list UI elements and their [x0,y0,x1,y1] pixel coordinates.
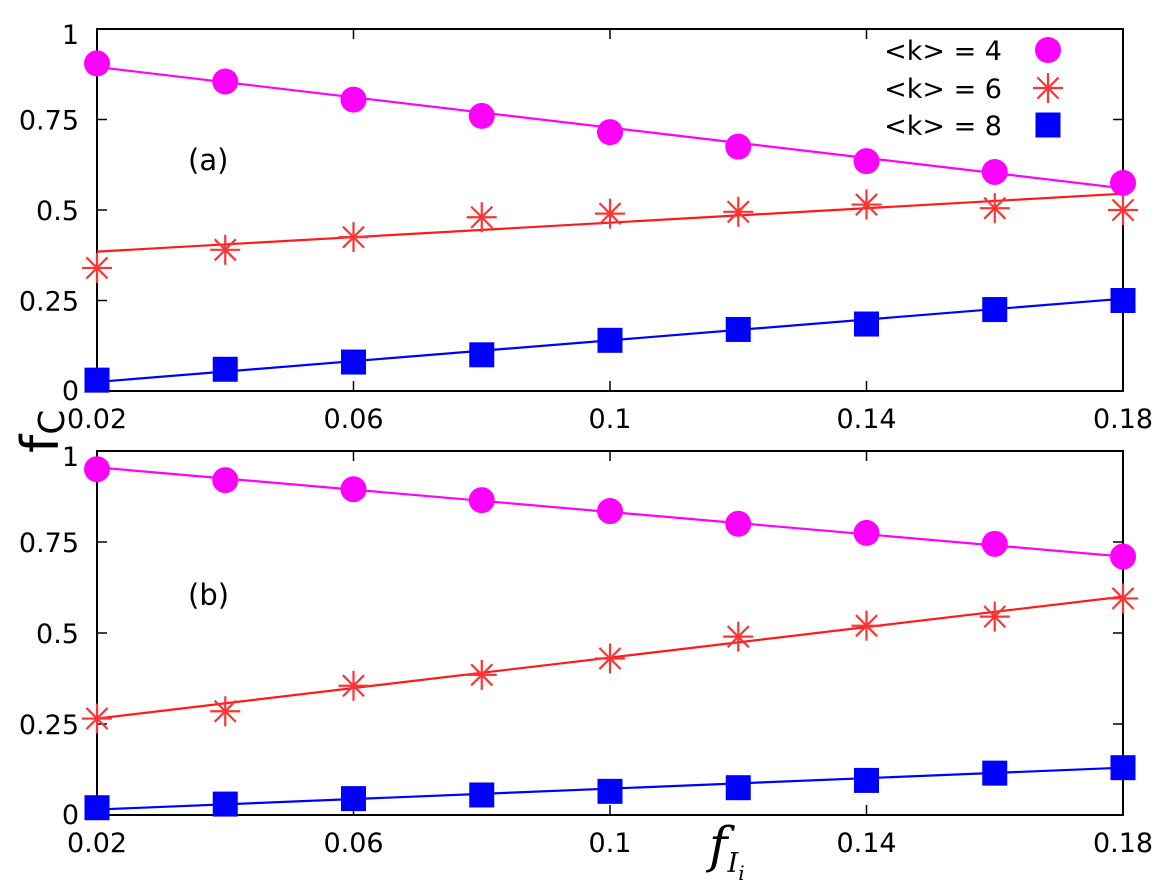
legend-label-k6: <k> = 6 [884,74,1002,105]
data-point-asterisk [723,196,754,227]
data-point-square [982,760,1008,786]
data-point-square [469,782,495,808]
data-point-square [597,327,623,353]
panel-a-ticks: 0 0.25 0.5 0.75 1 0.02 0.06 0.1 0.14 0.18 [19,20,1153,435]
data-point-circle [597,119,623,146]
panel-b-ticks: 0 0.25 0.5 0.75 1 0.02 0.06 0.1 0.14 0.18 [19,442,1153,859]
data-point-circle [981,530,1008,557]
data-point-asterisk [210,696,241,727]
data-point-circle [1110,169,1136,196]
data-point-circle [468,102,495,129]
data-point-asterisk [210,234,241,265]
y-tick-label: 0.5 [36,619,79,650]
data-point-square [341,786,366,812]
y-axis-label-sub: C [32,410,73,435]
legend-label-k4: <k> = 4 [884,36,1002,67]
x-axis-label-sub: I [727,848,740,879]
data-point-square [84,367,110,393]
legend-label-k8: <k> = 8 [884,111,1002,142]
legend: <k> = 4 <k> = 6 <k> = 8 [884,36,1063,142]
data-point-circle [725,510,752,537]
y-tick-label: 1 [62,442,79,473]
data-point-asterisk [851,610,882,641]
data-point-circle [84,50,110,77]
data-point-asterisk [851,189,882,220]
legend-marker-asterisk [1033,73,1063,103]
svg-text:fIi: fIi [705,816,745,885]
data-point-square [854,767,879,793]
data-point-square [854,311,879,337]
data-point-circle [853,519,880,546]
y-tick-label: 0.25 [19,287,79,318]
y-tick-label: 0.5 [36,196,79,227]
data-point-asterisk [979,193,1010,224]
panel-b-markers [82,456,1138,821]
data-point-asterisk [1108,583,1138,614]
legend-markers [1033,37,1063,138]
data-point-circle [340,476,367,503]
x-tick-label: 0.18 [1093,828,1153,859]
data-point-asterisk [338,670,369,701]
x-tick-label: 0.1 [589,404,632,435]
data-point-circle [1110,543,1136,570]
legend-marker-square [1035,112,1061,138]
x-tick-label: 0.02 [67,404,127,435]
panel-a: 0 0.25 0.5 0.75 1 0.02 0.06 0.1 0.14 0.18 (a) <k>… [19,20,1153,435]
data-point-circle [981,158,1008,185]
data-point-circle [725,133,752,160]
data-point-asterisk [82,252,112,283]
data-point-square [469,342,495,368]
svg-text:fC: fC [11,410,73,453]
y-axis-label-main: f [11,433,71,453]
data-point-square [341,349,366,375]
data-point-square [212,356,238,382]
panel-b-label: (b) [188,578,229,612]
x-tick-label: 0.18 [1093,404,1153,435]
data-point-asterisk [723,621,754,652]
data-point-circle [340,86,367,113]
data-point-asterisk [595,643,625,674]
panel-b: 0 0.25 0.5 0.75 1 0.02 0.06 0.1 0.14 0.18 (b) [19,442,1153,859]
data-point-asterisk [466,202,497,233]
panel-a-markers [82,50,1138,393]
y-tick-label: 0 [62,800,79,831]
data-point-asterisk [595,198,625,229]
data-point-square [725,316,751,342]
data-point-circle [84,456,110,483]
data-point-square [84,795,110,821]
data-point-square [982,297,1008,323]
x-tick-label: 0.02 [67,828,127,859]
data-point-square [725,775,751,801]
data-point-circle [853,148,880,175]
data-point-asterisk [82,703,112,734]
data-point-asterisk [466,659,497,690]
data-point-square [1110,288,1136,313]
data-point-circle [597,498,623,525]
x-tick-label: 0.06 [323,404,383,435]
y-tick-label: 0.75 [19,106,79,137]
x-tick-label: 0.14 [836,828,896,859]
x-tick-label: 0.14 [836,404,896,435]
legend-marker-circle [1035,37,1061,63]
y-tick-label: 0.25 [19,710,79,741]
data-point-asterisk [979,601,1010,632]
data-point-asterisk [338,222,369,253]
data-point-circle [468,487,495,514]
x-axis-label: fIi [705,816,745,885]
x-tick-label: 0.1 [589,828,632,859]
data-point-circle [212,467,239,494]
data-point-square [1110,755,1136,781]
data-point-square [597,778,623,804]
data-point-square [212,791,238,817]
data-point-circle [212,68,239,95]
y-axis-label: fC [11,410,73,453]
x-axis-label-subsub: i [738,861,744,885]
panel-a-label: (a) [188,143,228,177]
y-tick-label: 0 [62,376,79,407]
y-tick-label: 0.75 [19,528,79,559]
x-tick-label: 0.06 [323,828,383,859]
data-point-asterisk [1108,195,1138,225]
y-tick-label: 1 [62,20,79,51]
